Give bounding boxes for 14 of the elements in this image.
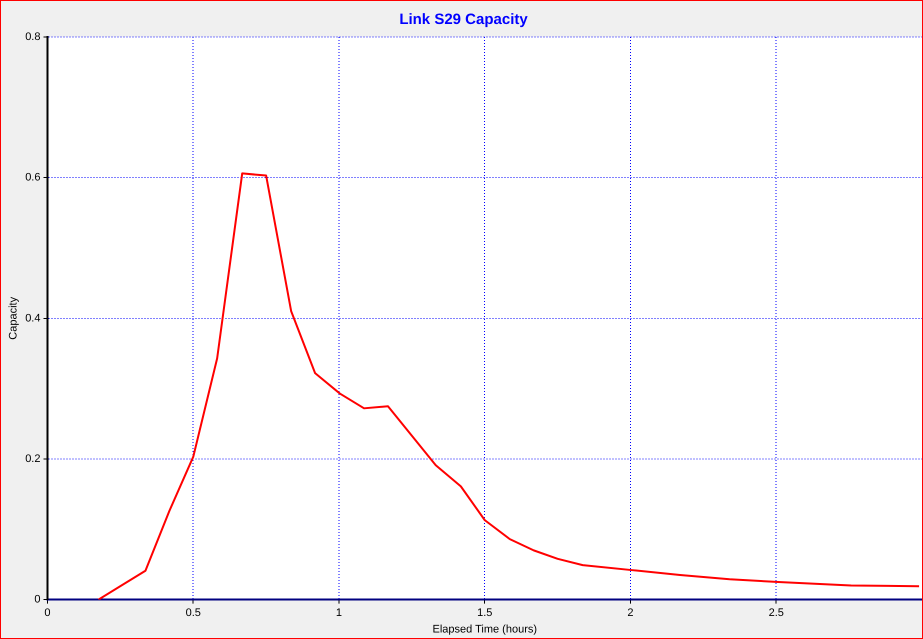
x-axis-title: Elapsed Time (hours) [432, 623, 538, 636]
y-tick-label: 0.2 [25, 452, 40, 465]
x-tick-label: 0.5 [186, 607, 201, 620]
x-tick-label: 1.5 [477, 607, 492, 620]
y-tick-label: 0.4 [25, 312, 40, 324]
y-axis-title: Capacity [8, 296, 20, 340]
chart-title: Link S29 Capacity [399, 11, 528, 28]
y-tick-label: 0.8 [25, 31, 40, 44]
x-tick-label: 2.5 [768, 607, 784, 620]
x-tick-label: 1 [336, 607, 342, 620]
x-tick-label: 2 [627, 607, 634, 620]
x-tick-label: 0 [44, 607, 51, 620]
y-tick-label: 0.6 [25, 172, 40, 184]
y-tick-label: 0 [34, 594, 40, 606]
